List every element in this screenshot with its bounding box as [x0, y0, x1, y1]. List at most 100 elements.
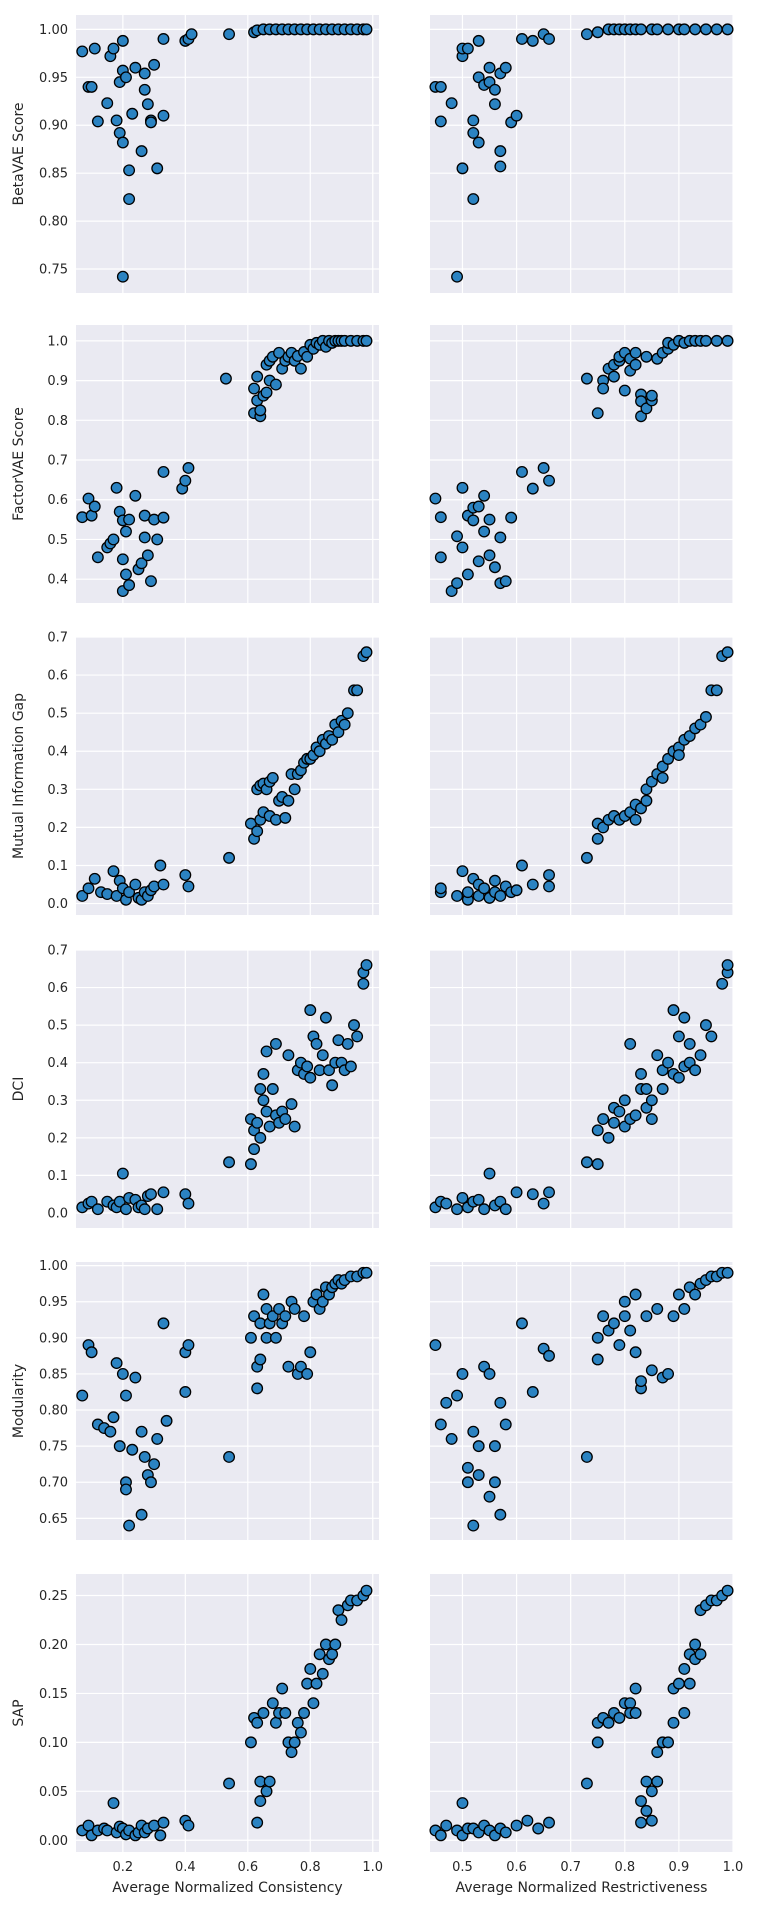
data-point — [494, 1396, 507, 1409]
data-point — [721, 1266, 734, 1279]
data-point — [645, 1113, 658, 1126]
y-tick-label: 0.70 — [39, 1476, 68, 1491]
data-point — [472, 555, 485, 568]
data-point — [319, 1011, 332, 1024]
data-point — [120, 1483, 132, 1496]
data-point — [494, 531, 507, 544]
y-tick-label: 0.15 — [39, 1687, 68, 1702]
data-point — [537, 462, 550, 474]
data-point — [360, 959, 373, 971]
data-point — [510, 109, 523, 122]
data-point — [285, 1098, 298, 1110]
data-point — [716, 977, 729, 990]
data-point — [151, 533, 164, 546]
data-point — [251, 1116, 264, 1129]
data-point — [689, 1288, 702, 1301]
y-tick-label: 0.95 — [39, 1295, 68, 1310]
y-tick-label: 0.6 — [47, 981, 68, 996]
data-point — [532, 1822, 545, 1835]
data-point — [483, 513, 496, 526]
panel-4-0: 0.65 0.70 0.75 0.80 0.85 0.90 0.95 1.00 — [39, 1259, 379, 1540]
data-point — [116, 1367, 129, 1380]
data-point — [116, 270, 129, 283]
data-point — [672, 1288, 685, 1301]
data-point — [543, 1349, 555, 1362]
data-point — [478, 1203, 491, 1216]
data-point — [591, 1331, 604, 1344]
data-point — [301, 350, 314, 363]
data-point — [526, 482, 539, 495]
y-tick-label: 0.7 — [47, 944, 68, 959]
data-point — [472, 1440, 485, 1453]
panel-2-0: 0.0 0.1 0.2 0.3 0.4 0.5 0.6 0.7 — [47, 631, 379, 915]
data-point — [608, 370, 620, 383]
data-point — [88, 500, 101, 513]
data-point — [662, 1056, 675, 1069]
data-point — [613, 1105, 626, 1118]
data-point — [510, 1819, 523, 1832]
y-tick-label: 0.8 — [47, 414, 68, 429]
data-point — [107, 865, 120, 878]
data-point — [279, 811, 292, 824]
y-tick-label: 0.3 — [47, 1094, 68, 1109]
data-point — [244, 1158, 257, 1171]
data-point — [662, 1367, 675, 1380]
data-point — [472, 34, 485, 47]
panel-5-1: 0.5 0.6 0.7 0.8 0.9 1.0 Average Normalized Res… — [429, 1574, 743, 1896]
data-point — [110, 481, 123, 494]
data-point — [467, 193, 480, 206]
panel-1-0: 0.4 0.5 0.6 0.7 0.8 0.9 1.0 — [47, 325, 379, 603]
data-point — [494, 890, 507, 902]
data-point — [279, 1310, 292, 1323]
data-point — [645, 389, 658, 402]
data-point — [335, 1614, 348, 1626]
data-point — [591, 1353, 604, 1366]
data-point — [179, 869, 192, 881]
panel-background — [430, 15, 733, 293]
data-point — [521, 1814, 534, 1827]
y-tick-label: 0.90 — [39, 119, 68, 134]
data-point — [705, 1030, 718, 1043]
y-tick-label: 0.9 — [47, 374, 68, 389]
y-tick-label: 0.2 — [47, 1131, 68, 1146]
panel-background — [76, 1574, 379, 1852]
data-point — [123, 193, 136, 206]
data-point — [107, 533, 120, 546]
y-tick-label: 0.1 — [47, 859, 68, 874]
data-point — [351, 1030, 364, 1043]
data-point — [678, 1663, 691, 1675]
data-point — [157, 109, 170, 122]
data-point — [483, 1167, 496, 1180]
data-point — [499, 575, 512, 588]
data-point — [110, 1357, 123, 1370]
y-axis-label: Modularity — [11, 1364, 27, 1438]
data-point — [672, 1030, 685, 1043]
x-tick-label: 1.0 — [362, 1860, 383, 1875]
data-point — [223, 1451, 236, 1463]
data-point — [613, 1711, 626, 1724]
data-point — [291, 1716, 304, 1729]
data-point — [276, 1682, 289, 1695]
data-point — [129, 489, 142, 502]
data-point — [445, 97, 458, 110]
data-point — [157, 465, 170, 478]
data-point — [602, 1131, 615, 1144]
data-point — [154, 1829, 167, 1842]
data-point — [472, 500, 485, 513]
data-point — [282, 794, 295, 807]
data-point — [591, 1124, 604, 1137]
data-point — [635, 1068, 647, 1080]
data-point — [326, 1648, 339, 1661]
data-point — [266, 1083, 279, 1095]
data-point — [618, 1310, 631, 1323]
data-point — [313, 1648, 326, 1661]
data-point — [182, 1339, 195, 1351]
data-point — [440, 1819, 453, 1832]
data-point — [116, 553, 129, 566]
y-tick-label: 0.00 — [39, 1834, 68, 1849]
data-point — [129, 878, 142, 891]
data-point — [135, 1508, 148, 1521]
data-point — [580, 1777, 593, 1790]
data-point — [461, 1476, 474, 1489]
data-point — [107, 1797, 120, 1810]
